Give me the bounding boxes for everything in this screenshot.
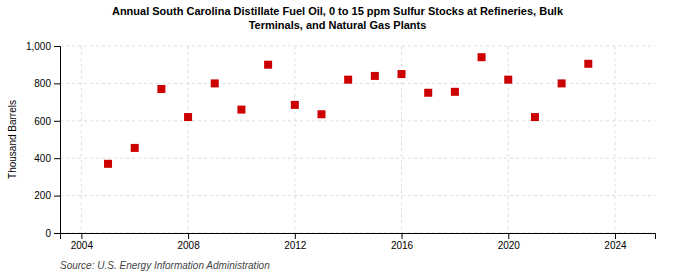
x-tick: 2004 <box>71 233 94 251</box>
point <box>504 76 512 84</box>
x-tick-label: 2008 <box>177 240 200 251</box>
point <box>131 144 139 152</box>
x-tick-mark <box>188 233 189 239</box>
grid <box>60 46 655 233</box>
y-tick: 600 <box>34 116 60 127</box>
y-tick-mark <box>54 158 60 159</box>
point <box>157 85 165 93</box>
point <box>584 60 592 68</box>
y-tick-label: 200 <box>34 190 51 201</box>
x-tick-label: 2012 <box>284 240 307 251</box>
points <box>104 53 592 168</box>
point <box>451 88 459 96</box>
grid-line-x <box>188 46 189 233</box>
point <box>104 160 112 168</box>
title-line: Annual South Carolina Distillate Fuel Oi… <box>112 5 564 17</box>
point <box>291 101 299 109</box>
y-tick-mark <box>54 121 60 122</box>
grid-line-y <box>60 120 655 121</box>
point <box>317 110 325 118</box>
chart: 2004 2008 2012 2016 2020 2024 0 200 400 600 800 1,0… <box>0 0 675 275</box>
grid-line-y <box>60 158 655 159</box>
point <box>424 89 432 97</box>
x-tick-mark <box>402 233 403 239</box>
y-tick: 400 <box>34 153 60 164</box>
plot: 2004 2008 2012 2016 2020 2024 0 200 400 600 800 1,0… <box>26 41 656 251</box>
point <box>344 76 352 84</box>
x-tick-label: 2020 <box>498 240 521 251</box>
x-tick: 2012 <box>284 233 307 251</box>
y-tick-label: 400 <box>34 153 51 164</box>
y-tick-mark <box>54 46 60 47</box>
x-tick: 2024 <box>604 233 627 251</box>
y-tick: 1,000 <box>26 41 60 52</box>
x-tick: 2020 <box>498 233 521 251</box>
x-tick-label: 2004 <box>71 240 94 251</box>
y-tick-mark <box>54 196 60 197</box>
grid-line-x <box>508 46 509 233</box>
grid-line-y <box>60 195 655 196</box>
point <box>237 106 245 114</box>
point <box>184 113 192 121</box>
x-tick: 2008 <box>177 233 200 251</box>
y-tick-label: 1,000 <box>26 41 51 52</box>
grid-line-y <box>60 46 655 47</box>
x-tick-label: 2016 <box>391 240 414 251</box>
point <box>531 113 539 121</box>
x-axis: 2004 2008 2012 2016 2020 2024 <box>61 233 656 251</box>
source: Source: U.S. Energy Information Administ… <box>60 260 270 271</box>
y-axis: 0 200 400 600 800 1,000 <box>26 41 61 239</box>
title-line: Terminals, and Natural Gas Plants <box>249 19 427 31</box>
point <box>211 79 219 87</box>
point <box>398 70 406 78</box>
y-axis-line <box>54 47 61 234</box>
y-tick-label: 600 <box>34 116 51 127</box>
x-tick: 2016 <box>391 233 414 251</box>
y-tick-label: 800 <box>34 78 51 89</box>
grid-line-y <box>60 83 655 84</box>
x-axis-line <box>61 234 656 240</box>
x-tick-mark <box>81 233 82 239</box>
point <box>264 61 272 69</box>
y-tick-mark <box>54 233 60 234</box>
point <box>478 53 486 61</box>
x-tick-mark <box>615 233 616 239</box>
y-axis-label: Thousand Barrels <box>7 100 18 179</box>
grid-line-x <box>81 46 82 233</box>
title: Annual South Carolina Distillate Fuel Oi… <box>112 5 564 31</box>
y-tick-label: 0 <box>45 228 51 239</box>
point <box>371 72 379 80</box>
grid-line-x <box>294 46 295 233</box>
point <box>558 79 566 87</box>
x-tick-mark <box>508 233 509 239</box>
y-tick: 0 <box>45 228 60 239</box>
y-tick-mark <box>54 83 60 84</box>
x-tick-label: 2024 <box>604 240 627 251</box>
y-tick: 800 <box>34 78 60 89</box>
x-tick-mark <box>295 233 296 239</box>
grid-line-x <box>614 46 615 233</box>
y-tick: 200 <box>34 190 60 201</box>
